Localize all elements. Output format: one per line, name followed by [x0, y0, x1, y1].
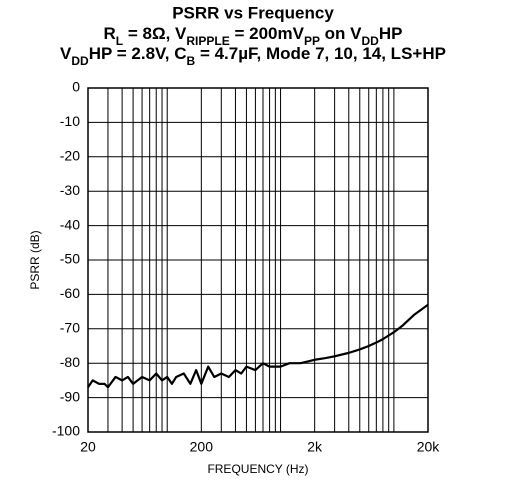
x-tick-label: 20 [80, 439, 96, 455]
y-tick-label: -100 [52, 423, 80, 439]
y-tick-label: -80 [60, 354, 80, 370]
text-segment: HP [379, 24, 403, 43]
subscript: RIPPLE [186, 34, 229, 48]
x-tick-label: 200 [190, 439, 214, 455]
subscript: PP [304, 34, 320, 48]
chart-subtitle: RL = 8Ω, VRIPPLE = 200mVPP on VDDHP [104, 24, 403, 48]
subscript: L [116, 34, 123, 48]
y-tick-label: -40 [60, 216, 80, 232]
y-tick-label: -70 [60, 320, 80, 336]
text-segment: = 4.7µF, Mode 7, 10, 14, LS+HP [195, 44, 446, 63]
y-tick-label: -30 [60, 182, 80, 198]
y-tick-label: -90 [60, 388, 80, 404]
plot-frame [87, 87, 429, 433]
text-segment: R [104, 24, 116, 43]
x-tick-label: 2k [307, 439, 323, 455]
chart-subtitle: VDDHP = 2.8V, CB = 4.7µF, Mode 7, 10, 14… [60, 44, 446, 68]
text-segment: = 8Ω, V [123, 24, 187, 43]
y-tick-label: 0 [72, 79, 80, 95]
text-segment: HP = 2.8V, C [89, 44, 187, 63]
y-tick-label: -20 [60, 148, 80, 164]
data-line [87, 303, 429, 389]
y-axis-label: PSRR (dB) [28, 230, 42, 289]
y-tick-label: -60 [60, 285, 80, 301]
y-tick-label: -10 [60, 113, 80, 129]
text-segment: = 200mV [230, 24, 305, 43]
chart-title: PSRR vs Frequency [172, 3, 334, 22]
subscript: B [187, 54, 196, 68]
subscript: DD [71, 54, 89, 68]
x-tick-label: 20k [417, 439, 441, 455]
text-segment: on V [320, 24, 362, 43]
text-segment: V [60, 44, 72, 63]
subscript: DD [362, 34, 380, 48]
x-axis-label: FREQUENCY (Hz) [207, 462, 308, 476]
y-tick-label: -50 [60, 251, 80, 267]
